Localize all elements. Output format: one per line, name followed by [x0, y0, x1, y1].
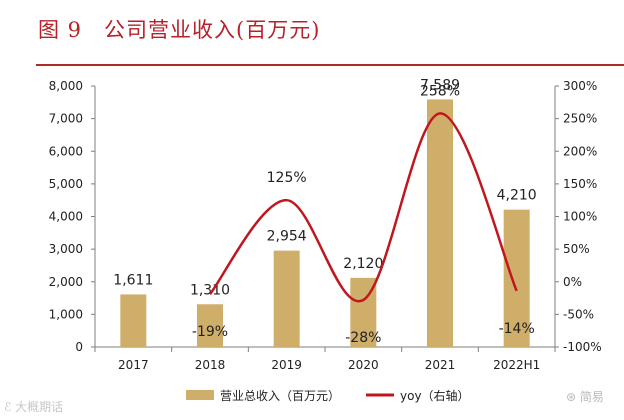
y-left-tick-label: 4,000: [49, 210, 83, 224]
y-right-tick-label: 150%: [563, 177, 597, 191]
y-left-tick-label: 3,000: [49, 242, 83, 256]
y-right-tick-label: -50%: [563, 307, 594, 321]
watermark-right: ⊛ 简易: [566, 390, 604, 404]
bar-value-label: 7,589: [420, 77, 460, 93]
yoy-value-label: -28%: [345, 330, 381, 346]
yoy-value-label: 125%: [267, 170, 307, 186]
x-tick-label: 2017: [118, 358, 149, 372]
legend-label-bar: 营业总收入（百万元）: [220, 389, 340, 403]
x-tick-label: 2021: [425, 358, 456, 372]
y-left-tick-label: 6,000: [49, 144, 83, 158]
bar: [503, 209, 530, 347]
bar-value-label: 2,954: [267, 229, 307, 245]
legend-swatch-bar: [186, 390, 214, 400]
x-tick-label: 2020: [348, 358, 379, 372]
bar-value-label: 2,120: [343, 256, 383, 272]
title-divider: [36, 64, 624, 66]
y-left-tick-label: 8,000: [49, 79, 83, 93]
x-tick-label: 2019: [271, 358, 302, 372]
y-left-tick-label: 7,000: [49, 112, 83, 126]
y-right-tick-label: 300%: [563, 79, 597, 93]
watermark-left: ℰ 大概期话: [4, 400, 64, 414]
y-right-tick-label: -100%: [563, 340, 602, 354]
bar-value-label: 1,310: [190, 282, 230, 298]
yoy-line: [209, 112, 518, 303]
y-left-tick-label: 0: [75, 340, 83, 354]
y-right-tick-label: 50%: [563, 242, 590, 256]
bar: [427, 99, 453, 347]
yoy-value-label: 258%: [420, 83, 460, 99]
bar: [273, 250, 300, 347]
y-right-tick-label: 200%: [563, 144, 597, 158]
y-right-tick-label: 100%: [563, 210, 597, 224]
x-tick-label: 2022H1: [493, 358, 540, 372]
bar: [197, 304, 223, 347]
bar: [120, 294, 147, 347]
y-right-tick-label: 0%: [563, 275, 582, 289]
legend-label-line: yoy（右轴）: [400, 388, 470, 403]
x-tick-label: 2018: [195, 358, 226, 372]
page-title: 图 9 公司营业收入(百万元): [38, 18, 321, 42]
bar-value-label: 1,611: [113, 272, 153, 288]
y-left-tick-label: 1,000: [49, 307, 83, 321]
y-left-tick-label: 2,000: [49, 275, 83, 289]
y-right-tick-label: 250%: [563, 112, 597, 126]
bar-value-label: 4,210: [497, 188, 537, 204]
y-left-tick-label: 5,000: [49, 177, 83, 191]
yoy-value-label: -14%: [499, 321, 535, 337]
yoy-value-label: -19%: [192, 324, 228, 340]
